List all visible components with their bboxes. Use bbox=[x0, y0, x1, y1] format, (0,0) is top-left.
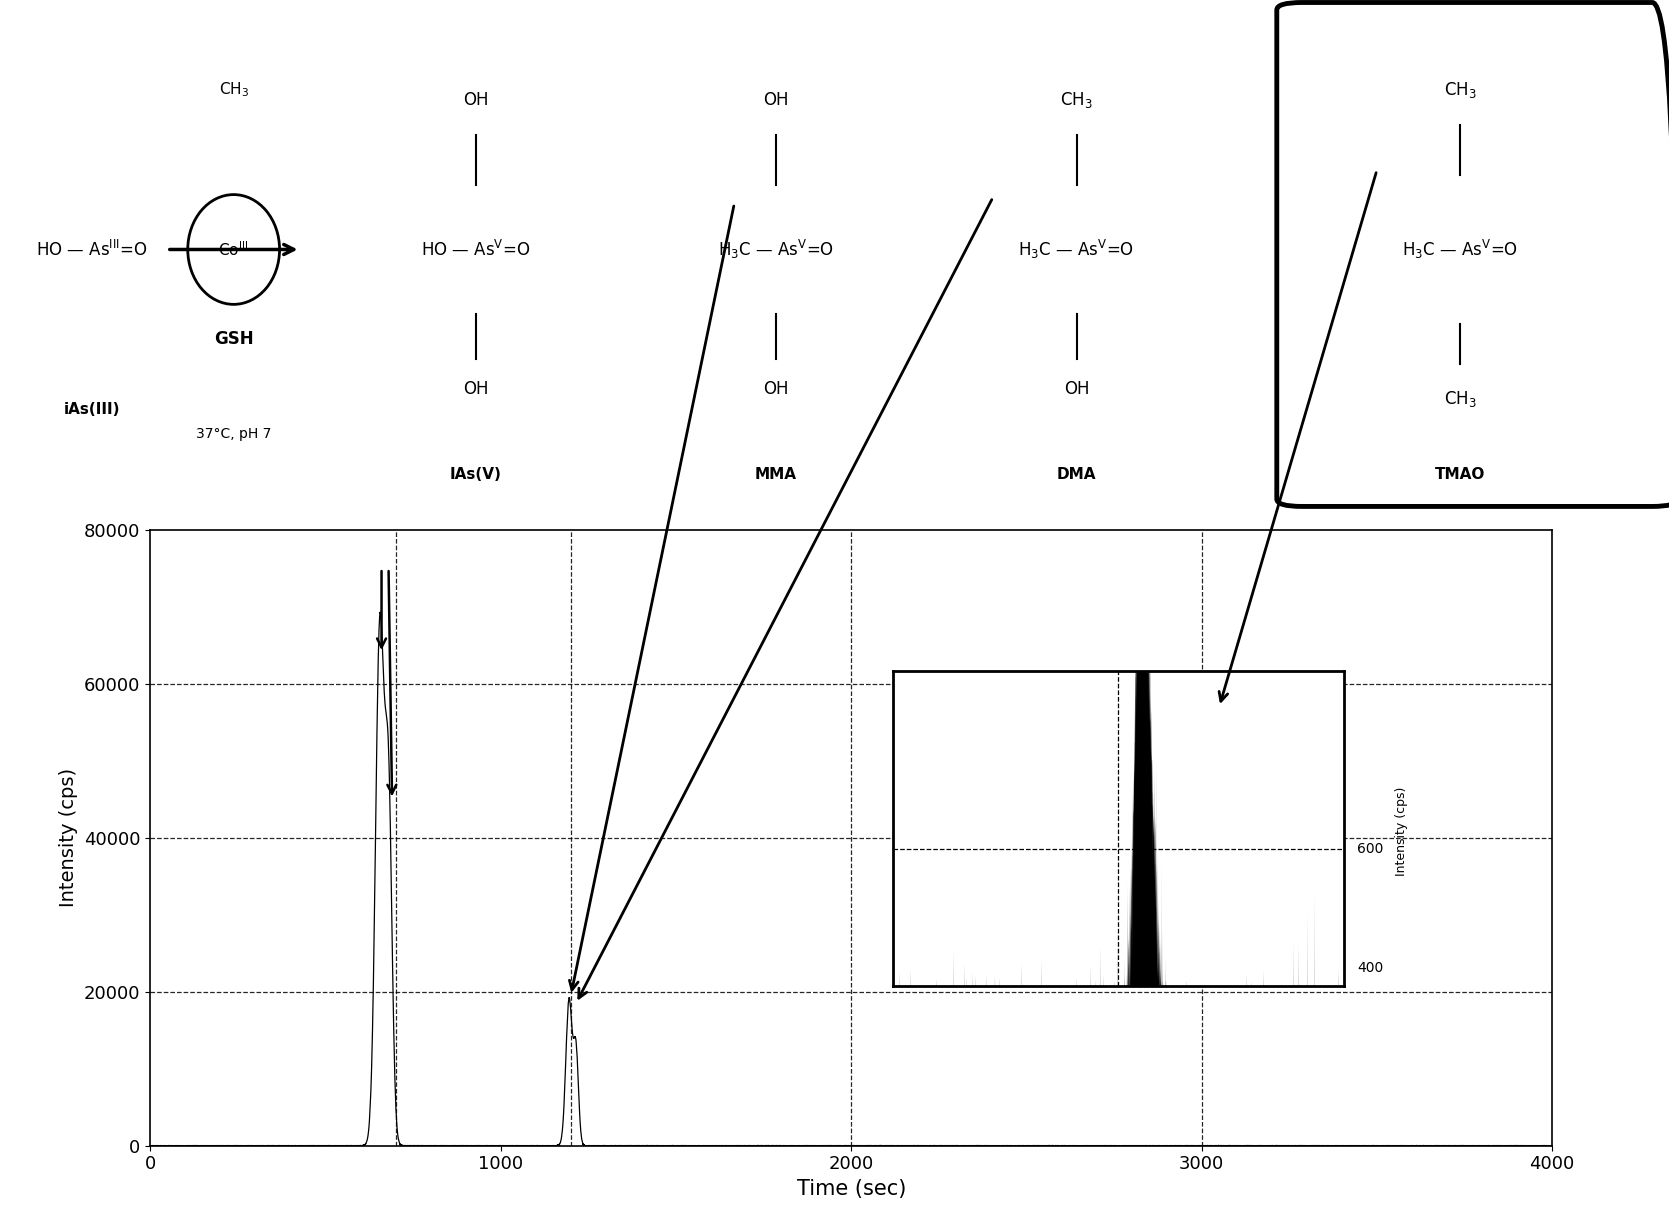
Text: OH: OH bbox=[763, 381, 789, 398]
Text: Co$^{\rm III}$: Co$^{\rm III}$ bbox=[219, 240, 249, 259]
Text: 600: 600 bbox=[1357, 843, 1384, 856]
Text: OH: OH bbox=[1063, 381, 1090, 398]
Text: OH: OH bbox=[763, 91, 789, 108]
Text: CH$_3$: CH$_3$ bbox=[1060, 90, 1093, 110]
X-axis label: Time (sec): Time (sec) bbox=[796, 1179, 906, 1199]
Text: CH$_3$: CH$_3$ bbox=[1444, 80, 1477, 100]
Text: MMA: MMA bbox=[754, 467, 798, 482]
Text: CH$_3$: CH$_3$ bbox=[219, 80, 249, 99]
Text: HO — As$^{\rm V}$=O: HO — As$^{\rm V}$=O bbox=[421, 239, 531, 260]
Text: Intensity (cps): Intensity (cps) bbox=[1395, 787, 1409, 876]
Text: iAs(III): iAs(III) bbox=[63, 402, 120, 416]
Y-axis label: Intensity (cps): Intensity (cps) bbox=[60, 769, 78, 907]
Text: GSH: GSH bbox=[214, 330, 254, 349]
Text: 400: 400 bbox=[1357, 961, 1384, 975]
Text: 37°C, pH 7: 37°C, pH 7 bbox=[195, 428, 272, 441]
Text: IAs(V): IAs(V) bbox=[449, 467, 502, 482]
Text: DMA: DMA bbox=[1056, 467, 1097, 482]
Text: CH$_3$: CH$_3$ bbox=[1444, 389, 1477, 409]
Text: OH: OH bbox=[462, 381, 489, 398]
Text: H$_3$C — As$^{\rm V}$=O: H$_3$C — As$^{\rm V}$=O bbox=[718, 238, 834, 261]
Text: H$_3$C — As$^{\rm V}$=O: H$_3$C — As$^{\rm V}$=O bbox=[1402, 238, 1519, 261]
Text: OH: OH bbox=[462, 91, 489, 108]
Text: HO — As$^{\rm III}$=O: HO — As$^{\rm III}$=O bbox=[35, 239, 149, 260]
Text: TMAO: TMAO bbox=[1435, 467, 1485, 482]
Text: H$_3$C — As$^{\rm V}$=O: H$_3$C — As$^{\rm V}$=O bbox=[1018, 238, 1135, 261]
